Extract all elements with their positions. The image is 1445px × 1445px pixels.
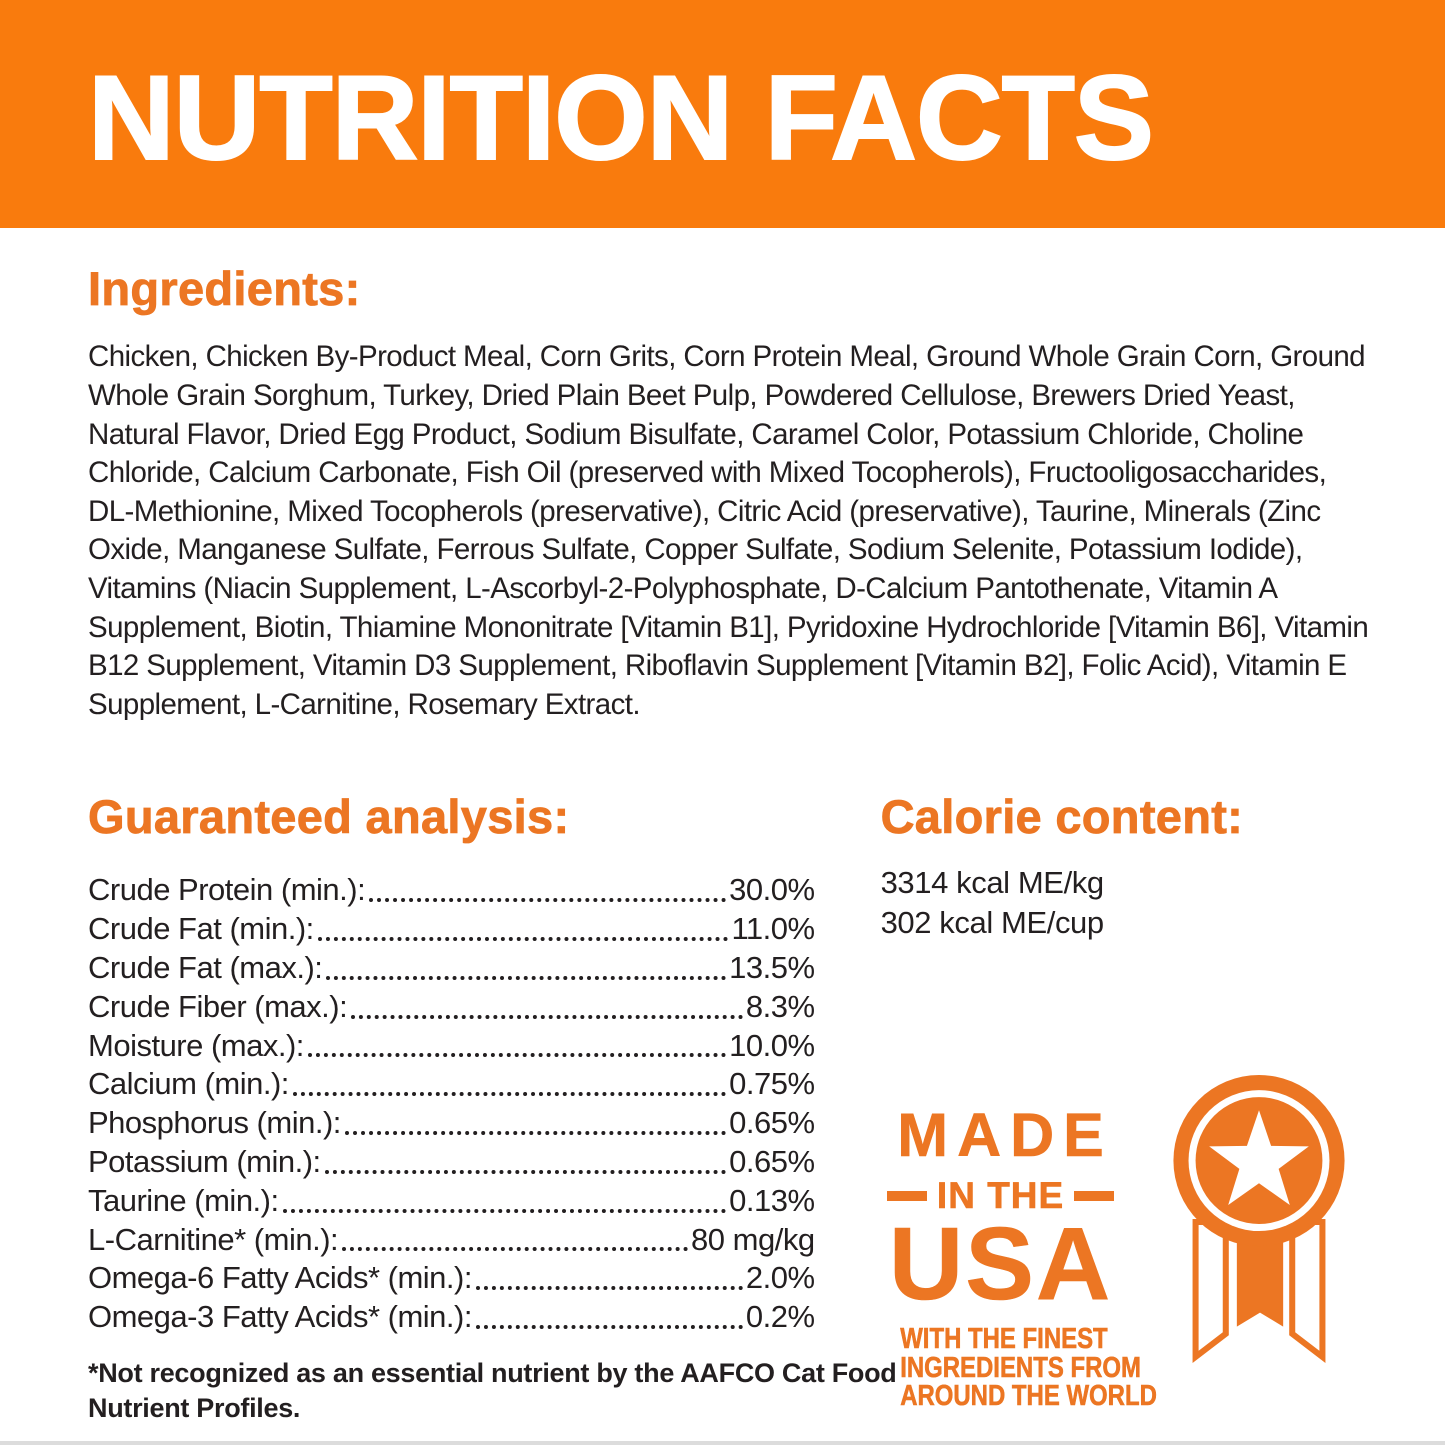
analysis-label: Potassium (min.): bbox=[88, 1143, 321, 1179]
footnote-line-2: Nutrient Profiles. bbox=[88, 1393, 301, 1423]
analysis-row: L-Carnitine* (min.): 80 mg/kg bbox=[88, 1221, 815, 1260]
analysis-row: Crude Fat (min.): 11.0% bbox=[88, 910, 815, 949]
dot-leader bbox=[475, 1324, 743, 1329]
badge-subline: INGREDIENTS FROM bbox=[899, 1351, 1141, 1384]
analysis-value: 0.2% bbox=[745, 1299, 815, 1335]
nutrition-facts-banner: NUTRITION FACTS bbox=[0, 0, 1445, 228]
analysis-value: 80 mg/kg bbox=[691, 1221, 815, 1257]
dot-leader bbox=[324, 1169, 727, 1174]
ingredients-text: Chicken, Chicken By-Product Meal, Corn G… bbox=[88, 340, 1369, 721]
guaranteed-analysis-table: Crude Protein (min.): 30.0% Crude Fat (m… bbox=[88, 871, 815, 1337]
analysis-label: Crude Fiber (max.): bbox=[88, 988, 348, 1024]
bottom-divider bbox=[0, 1441, 1445, 1445]
analysis-value: 0.13% bbox=[729, 1182, 815, 1218]
analysis-row: Taurine (min.): 0.13% bbox=[88, 1182, 815, 1221]
analysis-value: 10.0% bbox=[729, 1027, 815, 1063]
analysis-label: L-Carnitine* (min.): bbox=[88, 1221, 339, 1257]
analysis-value: 11.0% bbox=[731, 911, 815, 947]
analysis-label: Phosphorus (min.): bbox=[88, 1105, 341, 1141]
analysis-row: Omega-3 Fatty Acids* (min.): 0.2% bbox=[88, 1298, 815, 1337]
calorie-per-cup: 302 kcal ME/cup bbox=[880, 905, 1105, 941]
ribbon-left-tail bbox=[1192, 1219, 1229, 1364]
left-dash bbox=[886, 1190, 927, 1201]
award-ribbon-icon bbox=[1163, 1073, 1355, 1410]
guaranteed-analysis-heading: Guaranteed analysis: bbox=[88, 790, 570, 843]
in-the-row: IN THE bbox=[881, 1175, 1121, 1217]
analysis-row: Potassium (min.): 0.65% bbox=[88, 1143, 815, 1182]
dot-leader bbox=[342, 1247, 689, 1252]
analysis-label: Crude Fat (max.): bbox=[88, 949, 323, 985]
analysis-row: Phosphorus (min.): 0.65% bbox=[88, 1104, 815, 1143]
calorie-content-heading: Calorie content: bbox=[880, 790, 1244, 843]
analysis-label: Omega-3 Fatty Acids* (min.): bbox=[88, 1299, 472, 1335]
analysis-value: 2.0% bbox=[745, 1260, 815, 1296]
analysis-label: Omega-6 Fatty Acids* (min.): bbox=[88, 1260, 472, 1296]
dot-leader bbox=[292, 1092, 727, 1097]
calorie-values: 3314 kcal ME/kg 302 kcal ME/cup bbox=[881, 863, 1357, 943]
analysis-label: Moisture (max.): bbox=[88, 1027, 304, 1063]
right-dash bbox=[1074, 1190, 1115, 1201]
dot-leader bbox=[351, 1014, 743, 1019]
analysis-label: Crude Protein (min.): bbox=[88, 872, 366, 908]
calorie-per-kg: 3314 kcal ME/kg bbox=[880, 865, 1105, 901]
analysis-row: Moisture (max.): 10.0% bbox=[88, 1027, 815, 1066]
analysis-label: Crude Fat (min.): bbox=[88, 911, 314, 947]
analysis-value: 0.65% bbox=[729, 1143, 815, 1179]
badge-subline: WITH THE FINEST bbox=[899, 1323, 1108, 1356]
analysis-label: Taurine (min.): bbox=[88, 1182, 279, 1218]
ribbon-right-tail bbox=[1288, 1219, 1326, 1364]
dot-leader bbox=[369, 898, 727, 903]
calorie-content-section: Calorie content: 3314 kcal ME/kg 302 kca… bbox=[880, 790, 1357, 1413]
ribbon-center-tail bbox=[1236, 1222, 1283, 1328]
made-in-usa-badge: MADE IN THE USA WITH THE FINEST INGREDIE… bbox=[881, 1075, 1357, 1413]
analysis-row: Crude Protein (min.): 30.0% bbox=[88, 871, 815, 910]
usa-label: USA bbox=[888, 1206, 1113, 1322]
analysis-row: Omega-6 Fatty Acids* (min.): 2.0% bbox=[88, 1259, 815, 1298]
dot-leader bbox=[317, 936, 729, 941]
analysis-row: Calcium (min.): 0.75% bbox=[88, 1065, 815, 1104]
analysis-row: Crude Fat (max.): 13.5% bbox=[88, 949, 815, 988]
ingredients-section: Ingredients: Chicken, Chicken By-Product… bbox=[0, 228, 1445, 724]
dot-leader bbox=[344, 1130, 727, 1135]
star-icon bbox=[1208, 1110, 1309, 1206]
analysis-value: 13.5% bbox=[729, 949, 815, 985]
badge-subline: AROUND THE WORLD bbox=[899, 1380, 1157, 1413]
analysis-value: 0.75% bbox=[729, 1066, 815, 1102]
footnote: *Not recognized as an essential nutrient… bbox=[88, 1356, 897, 1426]
analysis-label: Calcium (min.): bbox=[88, 1066, 289, 1102]
analysis-row: Crude Fiber (max.): 8.3% bbox=[88, 988, 815, 1027]
dot-leader bbox=[307, 1053, 727, 1058]
ingredients-heading: Ingredients: bbox=[88, 262, 361, 315]
made-label: MADE bbox=[897, 1101, 1113, 1170]
guaranteed-analysis-section: Guaranteed analysis: Crude Protein (min.… bbox=[88, 790, 815, 1337]
made-in-usa-text: MADE IN THE USA WITH THE FINEST INGREDIE… bbox=[881, 1089, 1157, 1413]
award-ribbon-svg bbox=[1172, 1075, 1345, 1364]
footnote-line-1: *Not recognized as an essential nutrient… bbox=[88, 1358, 897, 1388]
page-title: NUTRITION FACTS bbox=[87, 51, 1155, 185]
dot-leader bbox=[282, 1208, 727, 1213]
analysis-value: 8.3% bbox=[745, 988, 815, 1024]
analysis-columns: Guaranteed analysis: Crude Protein (min.… bbox=[88, 790, 1357, 1413]
dot-leader bbox=[326, 975, 727, 980]
dot-leader bbox=[475, 1286, 743, 1291]
in-the-label: IN THE bbox=[936, 1175, 1065, 1217]
analysis-value: 30.0% bbox=[729, 872, 815, 908]
analysis-value: 0.65% bbox=[729, 1105, 815, 1141]
